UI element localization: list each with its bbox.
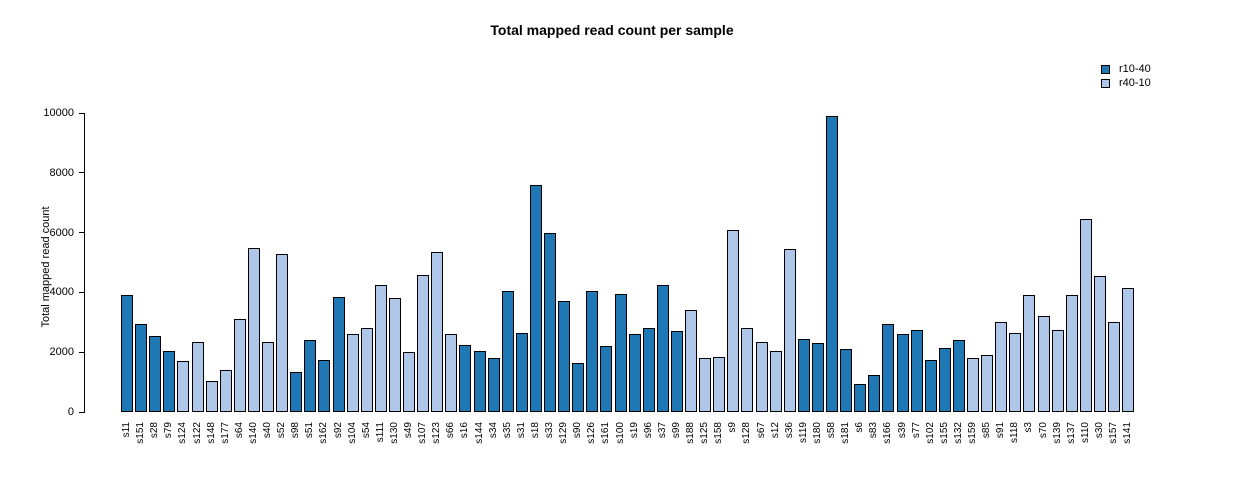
y-tick bbox=[79, 411, 84, 413]
bar-s36 bbox=[783, 249, 796, 412]
y-tick bbox=[79, 232, 84, 234]
legend-swatch-r10-40 bbox=[1101, 64, 1110, 74]
bar-s119 bbox=[797, 338, 810, 412]
bar-s9 bbox=[727, 229, 740, 412]
y-tick-label: 0 bbox=[67, 406, 74, 418]
bar-s128 bbox=[741, 328, 754, 412]
bar-s3 bbox=[1023, 295, 1036, 412]
y-tick-label: 6000 bbox=[49, 226, 74, 239]
legend-entry-r10-40: r10-40 bbox=[1101, 62, 1151, 76]
bar-s122 bbox=[191, 341, 204, 412]
bar-s139 bbox=[1051, 329, 1064, 412]
bar-s96 bbox=[642, 328, 655, 412]
bar-s124 bbox=[177, 361, 190, 412]
bar-s157 bbox=[1108, 322, 1120, 412]
bar-s181 bbox=[840, 349, 853, 412]
bar-s98 bbox=[290, 371, 303, 412]
bar-s148 bbox=[205, 380, 218, 412]
bar-s51 bbox=[304, 340, 317, 412]
bar-s137 bbox=[1065, 295, 1078, 412]
y-tick-label: 8000 bbox=[49, 166, 74, 179]
bar-s67 bbox=[755, 341, 768, 412]
bar-s126 bbox=[586, 290, 599, 412]
bar-s52 bbox=[276, 253, 289, 412]
bar-s99 bbox=[670, 331, 683, 412]
bar-s123 bbox=[431, 252, 444, 412]
bar-s70 bbox=[1037, 316, 1050, 412]
bar-s102 bbox=[924, 359, 937, 412]
bar-s166 bbox=[882, 323, 895, 412]
bar-s28 bbox=[149, 335, 162, 412]
y-tick bbox=[79, 351, 84, 353]
bar-s162 bbox=[318, 359, 331, 412]
bar-s144 bbox=[473, 350, 486, 412]
bar-s177 bbox=[219, 370, 232, 412]
bar-s33 bbox=[544, 232, 556, 412]
bar-s151 bbox=[135, 323, 148, 412]
bar-s83 bbox=[868, 374, 881, 412]
bar-s107 bbox=[417, 274, 430, 412]
y-tick-label: 4000 bbox=[49, 286, 74, 299]
bar-s39 bbox=[896, 334, 909, 412]
bar-s40 bbox=[262, 341, 274, 412]
bar-s100 bbox=[614, 293, 627, 412]
bar-s130 bbox=[388, 298, 401, 412]
bar-s77 bbox=[910, 329, 923, 412]
bar-s79 bbox=[163, 350, 176, 412]
bar-s91 bbox=[995, 322, 1008, 412]
legend-label: r10-40 bbox=[1119, 62, 1151, 75]
bar-s31 bbox=[515, 332, 528, 412]
bar-s66 bbox=[445, 334, 458, 412]
bar-s161 bbox=[600, 346, 613, 412]
y-tick bbox=[79, 291, 84, 293]
legend-swatch-r40-10 bbox=[1101, 78, 1110, 88]
bar-s155 bbox=[938, 347, 951, 412]
bar-s19 bbox=[628, 334, 641, 412]
bar-s37 bbox=[656, 284, 669, 412]
chart-title: Total mapped read count per sample bbox=[490, 22, 734, 38]
legend: r10-40 r40-10 bbox=[1101, 62, 1151, 90]
bar-s85 bbox=[981, 355, 994, 412]
bar-s141 bbox=[1122, 287, 1135, 412]
bar-s158 bbox=[713, 356, 726, 412]
y-axis-line bbox=[84, 113, 85, 413]
bar-s6 bbox=[854, 383, 867, 412]
bar-s35 bbox=[501, 290, 514, 412]
bar-s118 bbox=[1009, 332, 1022, 412]
y-tick-label: 10000 bbox=[43, 107, 74, 119]
legend-entry-r40-10: r40-10 bbox=[1101, 76, 1151, 90]
y-tick-label: 2000 bbox=[49, 346, 74, 359]
bar-s110 bbox=[1079, 219, 1092, 412]
bar-s54 bbox=[360, 328, 373, 412]
bar-s64 bbox=[233, 319, 246, 412]
y-tick bbox=[79, 112, 84, 114]
bar-s125 bbox=[699, 358, 712, 412]
bar-s34 bbox=[487, 358, 500, 412]
bar-s104 bbox=[346, 334, 359, 412]
bar-s16 bbox=[459, 344, 472, 412]
bar-s132 bbox=[952, 340, 965, 412]
bar-s58 bbox=[826, 116, 838, 412]
bar-s30 bbox=[1093, 276, 1106, 412]
bar-s12 bbox=[769, 350, 782, 412]
bar-s159 bbox=[967, 358, 979, 412]
bar-s129 bbox=[558, 301, 571, 412]
bar-s140 bbox=[247, 247, 260, 412]
bar-s18 bbox=[529, 184, 542, 412]
y-tick bbox=[79, 172, 84, 174]
legend-label: r40-10 bbox=[1119, 76, 1151, 89]
bar-s180 bbox=[811, 343, 824, 412]
bar-s111 bbox=[374, 284, 387, 412]
bar-s92 bbox=[332, 296, 345, 412]
bar-s188 bbox=[685, 310, 697, 412]
bar-s49 bbox=[403, 352, 415, 412]
bar-s90 bbox=[572, 362, 585, 412]
bar-s11 bbox=[121, 295, 133, 412]
